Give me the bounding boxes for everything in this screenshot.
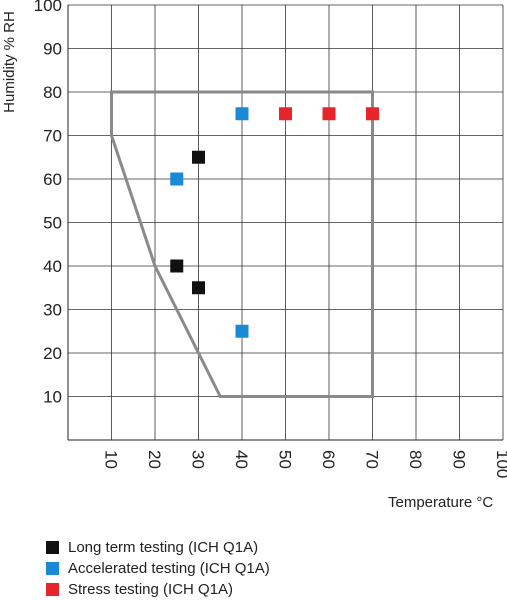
data-point: [279, 107, 292, 121]
y-axis-label: Humidity % RH: [1, 11, 18, 113]
x-tick-labels: 10 20 30 40 50 60 70 80 90 100: [102, 450, 507, 478]
legend-swatch-long-term: [46, 541, 59, 554]
y-tick-label: 10: [43, 388, 62, 407]
x-tick-label: 40: [232, 450, 251, 469]
y-tick-label: 50: [43, 214, 62, 233]
x-tick-label: 80: [406, 450, 425, 469]
legend-swatch-accelerated: [46, 562, 59, 575]
y-tick-labels: 10 20 30 40 50 60 70 80 90 100: [34, 0, 62, 407]
x-tick-label: 50: [276, 450, 295, 469]
y-tick-label: 20: [43, 344, 62, 363]
legend-item-long-term: Long term testing (ICH Q1A): [46, 537, 270, 558]
x-tick-label: 70: [363, 450, 382, 469]
data-point: [170, 172, 184, 186]
legend-swatch-stress: [46, 583, 59, 596]
data-point: [235, 324, 249, 338]
y-tick-label: 30: [43, 301, 62, 320]
legend-label: Accelerated testing (ICH Q1A): [68, 560, 270, 577]
grid: [68, 4, 504, 440]
x-tick-label: 100: [493, 450, 507, 478]
x-tick-label: 20: [145, 450, 164, 469]
x-tick-label: 30: [189, 450, 208, 469]
legend-item-stress: Stress testing (ICH Q1A): [46, 579, 270, 600]
y-tick-label: 80: [43, 83, 62, 102]
x-tick-label: 90: [450, 450, 469, 469]
legend: Long term testing (ICH Q1A) Accelerated …: [46, 537, 270, 600]
legend-item-accelerated: Accelerated testing (ICH Q1A): [46, 558, 270, 579]
data-point: [170, 259, 184, 273]
y-tick-label: 60: [43, 170, 62, 189]
data-point: [322, 107, 336, 121]
x-tick-label: 10: [102, 450, 121, 469]
data-point: [235, 107, 249, 121]
x-tick-label: 60: [319, 450, 338, 469]
x-axis-label: Temperature °C: [388, 494, 494, 511]
y-tick-label: 40: [43, 257, 62, 276]
y-tick-label: 100: [34, 0, 62, 15]
data-points: [170, 107, 379, 338]
y-tick-label: 70: [43, 127, 62, 146]
data-point: [192, 150, 205, 164]
legend-label: Stress testing (ICH Q1A): [68, 581, 234, 598]
data-point: [366, 107, 379, 121]
operating-region: [110, 90, 374, 398]
axes: [67, 5, 503, 441]
region-outline: [110, 90, 374, 398]
data-point: [192, 281, 205, 295]
legend-label: Long term testing (ICH Q1A): [68, 539, 259, 556]
y-tick-label: 90: [43, 40, 62, 59]
